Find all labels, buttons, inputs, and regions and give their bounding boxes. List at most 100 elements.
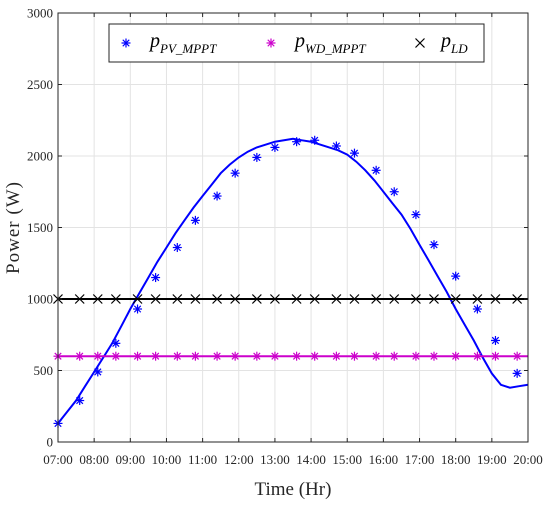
data-point: [472, 304, 482, 314]
data-point: [190, 215, 200, 225]
data-point: [349, 148, 359, 158]
x-tick-label: 19:00: [477, 452, 507, 467]
data-point: [132, 294, 143, 304]
x-tick-label: 16:00: [369, 452, 399, 467]
data-point: [111, 351, 121, 361]
data-point: [133, 304, 143, 314]
data-point: [133, 351, 143, 361]
data-point: [292, 351, 302, 361]
data-point: [410, 294, 421, 304]
data-point: [411, 351, 421, 361]
data-point: [270, 142, 280, 152]
x-tick-label: 08:00: [79, 452, 109, 467]
data-point: [490, 335, 500, 345]
x-tick-label: 20:00: [513, 452, 543, 467]
data-point: [472, 294, 483, 304]
data-point: [291, 294, 302, 304]
y-tick-label: 2500: [27, 77, 53, 92]
data-point: [74, 294, 85, 304]
data-point: [450, 294, 461, 304]
x-tick-label: 11:00: [188, 452, 217, 467]
data-point: [93, 367, 103, 377]
data-point: [251, 294, 262, 304]
data-point: [490, 294, 501, 304]
series-pv-mppt: [53, 135, 529, 428]
data-point: [512, 368, 522, 378]
data-point: [252, 152, 262, 162]
x-tick-label: 12:00: [224, 452, 254, 467]
data-point: [429, 240, 439, 250]
legend-marker: [121, 38, 131, 48]
data-point: [111, 338, 121, 348]
data-point: [172, 294, 183, 304]
legend-label: pPV_MPPT: [148, 30, 217, 56]
data-point: [349, 294, 360, 304]
axis-ticks: 07:00 08:00 09:00 10:00 11:00 12:00 13:00 14:00…: [27, 6, 543, 468]
data-point: [269, 294, 280, 304]
legend: pPV_MPPT pWD_MPPT pLD: [108, 23, 485, 63]
x-axis-title: Time (Hr): [255, 479, 332, 500]
data-point: [110, 294, 121, 304]
data-point: [331, 141, 341, 151]
series-wd-mppt: [53, 351, 528, 361]
x-tick-label: 14:00: [296, 452, 326, 467]
data-point: [92, 294, 103, 304]
series-layer: [53, 135, 529, 428]
series-line: [57, 137, 529, 425]
data-point: [349, 351, 359, 361]
data-point: [212, 351, 222, 361]
data-point: [75, 351, 85, 361]
data-point: [371, 165, 381, 175]
data-point: [389, 294, 400, 304]
data-point: [212, 191, 222, 201]
legend-marker: [266, 38, 276, 48]
y-tick-label: 500: [34, 363, 54, 378]
data-point: [451, 351, 461, 361]
data-point: [389, 187, 399, 197]
data-point: [151, 351, 161, 361]
x-tick-label: 18:00: [441, 452, 471, 467]
data-point: [230, 294, 241, 304]
data-point: [309, 294, 320, 304]
data-point: [331, 294, 342, 304]
data-point: [490, 351, 500, 361]
y-tick-label: 1000: [27, 292, 53, 307]
data-point: [150, 294, 161, 304]
legend-item: pWD_MPPT: [266, 30, 366, 56]
data-point: [512, 294, 523, 304]
y-tick-label: 1500: [27, 220, 53, 235]
x-tick-label: 09:00: [115, 452, 145, 467]
x-tick-label: 15:00: [332, 452, 362, 467]
x-tick-label: 17:00: [405, 452, 435, 467]
data-point: [451, 271, 461, 281]
data-point: [310, 135, 320, 145]
series-ld: [53, 294, 528, 304]
data-point: [429, 351, 439, 361]
data-point: [190, 294, 201, 304]
data-point: [371, 351, 381, 361]
grid: [57, 12, 529, 443]
x-tick-label: 10:00: [152, 452, 182, 467]
legend-item: pPV_MPPT: [121, 30, 217, 56]
data-point: [93, 351, 103, 361]
data-point: [331, 351, 341, 361]
y-tick-label: 3000: [27, 6, 53, 21]
data-point: [371, 294, 382, 304]
data-point: [512, 351, 522, 361]
legend-marker: [415, 38, 425, 48]
data-point: [389, 351, 399, 361]
data-point: [472, 351, 482, 361]
data-point: [172, 243, 182, 253]
x-tick-label: 13:00: [260, 452, 290, 467]
data-point: [429, 294, 439, 304]
y-tick-label: 0: [47, 435, 54, 450]
data-point: [270, 351, 280, 361]
data-point: [151, 273, 161, 283]
legend-box: [108, 23, 485, 63]
y-axis-title: Power (W): [3, 181, 24, 274]
data-point: [252, 351, 262, 361]
data-point: [230, 351, 240, 361]
data-point: [230, 168, 240, 178]
legend-item: pLD: [415, 30, 468, 56]
